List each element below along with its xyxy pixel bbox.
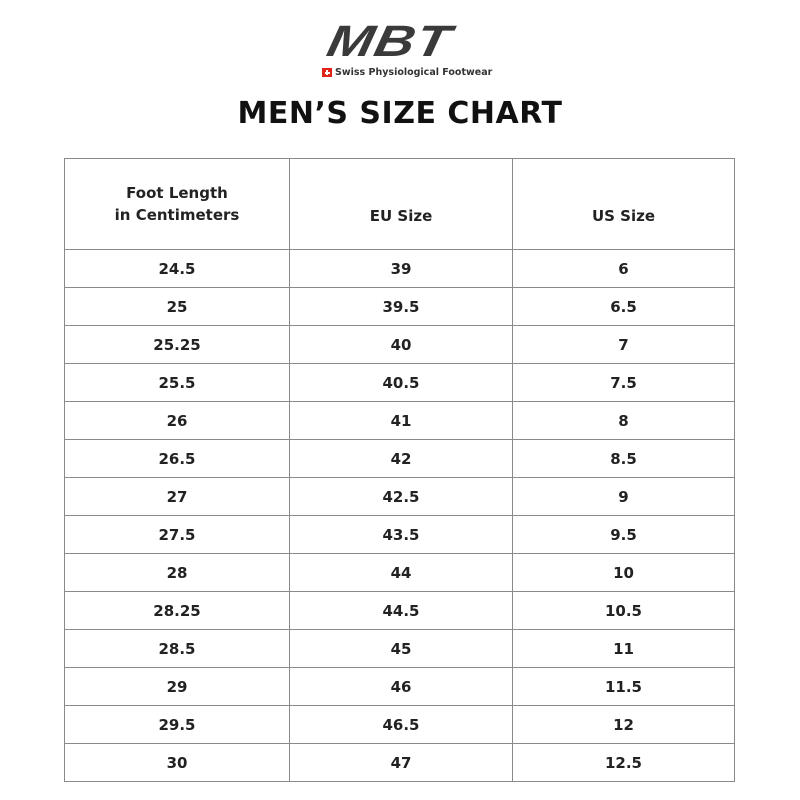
cell-eu-size: 40.5 (289, 363, 513, 402)
cell-eu-size: 41 (289, 401, 513, 440)
cell-foot-length: 30 (64, 743, 290, 782)
cell-eu-size: 44 (289, 553, 513, 592)
cell-foot-length: 29.5 (64, 705, 290, 744)
cell-foot-length: 25 (64, 287, 290, 326)
cell-eu-size: 42 (289, 439, 513, 478)
header-text: Foot Length (126, 184, 228, 202)
mbt-logo: MBT Swiss Physiological Footwear (318, 17, 492, 82)
cell-foot-length: 28.5 (64, 629, 290, 668)
cell-eu-size: 39 (289, 249, 513, 288)
table-row: 30 47 12.5 (64, 743, 735, 782)
cell-us-size: 9.5 (512, 515, 735, 554)
cell-us-size: 10.5 (512, 591, 735, 630)
cell-eu-size: 43.5 (289, 515, 513, 554)
cell-foot-length: 24.5 (64, 249, 290, 288)
header-us-size: US Size (512, 158, 735, 250)
table-row: 28.25 44.5 10.5 (64, 591, 735, 630)
swiss-flag-icon (322, 68, 332, 77)
cell-foot-length: 28 (64, 553, 290, 592)
header-text: US Size (591, 207, 656, 225)
header-row: Foot Length in Centimeters EU Size US Size (64, 158, 735, 250)
cell-foot-length: 27.5 (64, 515, 290, 554)
size-chart-table: Foot Length in Centimeters EU Size US Size … (64, 158, 735, 782)
table-row: 25.5 40.5 7.5 (64, 363, 735, 402)
table-row: 27.5 43.5 9.5 (64, 515, 735, 554)
cell-us-size: 7.5 (512, 363, 735, 402)
cell-eu-size: 40 (289, 325, 513, 364)
cell-us-size: 7 (512, 325, 735, 364)
cell-us-size: 9 (512, 477, 735, 516)
cell-us-size: 8.5 (512, 439, 735, 478)
logo-tagline: Swiss Physiological Footwear (322, 66, 492, 79)
cell-us-size: 6.5 (512, 287, 735, 326)
cell-us-size: 12 (512, 705, 735, 744)
cell-us-size: 11.5 (512, 667, 735, 706)
cell-foot-length: 26.5 (64, 439, 290, 478)
cell-eu-size: 39.5 (289, 287, 513, 326)
table-row: 26 41 8 (64, 401, 735, 440)
header-text: EU Size (369, 207, 433, 225)
cell-foot-length: 25.5 (64, 363, 290, 402)
page-title: MEN’S SIZE CHART (237, 96, 563, 131)
cell-eu-size: 46 (289, 667, 513, 706)
table-row: 25.25 40 7 (64, 325, 735, 364)
header-foot-length: Foot Length in Centimeters (64, 158, 290, 250)
cell-us-size: 10 (512, 553, 735, 592)
cell-foot-length: 27 (64, 477, 290, 516)
cell-foot-length: 25.25 (64, 325, 290, 364)
cell-foot-length: 28.25 (64, 591, 290, 630)
table-row: 27 42.5 9 (64, 477, 735, 516)
table-row: 28.5 45 11 (64, 629, 735, 668)
cell-eu-size: 46.5 (289, 705, 513, 744)
cell-foot-length: 29 (64, 667, 290, 706)
table-row: 26.5 42 8.5 (64, 439, 735, 478)
cell-eu-size: 42.5 (289, 477, 513, 516)
cell-foot-length: 26 (64, 401, 290, 440)
header-eu-size: EU Size (289, 158, 513, 250)
cell-eu-size: 47 (289, 743, 513, 782)
table-row: 29.5 46.5 12 (64, 705, 735, 744)
cell-us-size: 8 (512, 401, 735, 440)
table-row: 29 46 11.5 (64, 667, 735, 706)
cell-us-size: 6 (512, 249, 735, 288)
logo-wordmark: MBT (322, 17, 457, 66)
cell-us-size: 12.5 (512, 743, 735, 782)
header-text: in Centimeters (114, 206, 240, 224)
cell-eu-size: 44.5 (289, 591, 513, 630)
table-row: 25 39.5 6.5 (64, 287, 735, 326)
cell-us-size: 11 (512, 629, 735, 668)
table-row: 28 44 10 (64, 553, 735, 592)
table-row: 24.5 39 6 (64, 249, 735, 288)
tagline-text: Swiss Physiological Footwear (335, 67, 493, 78)
cell-eu-size: 45 (289, 629, 513, 668)
